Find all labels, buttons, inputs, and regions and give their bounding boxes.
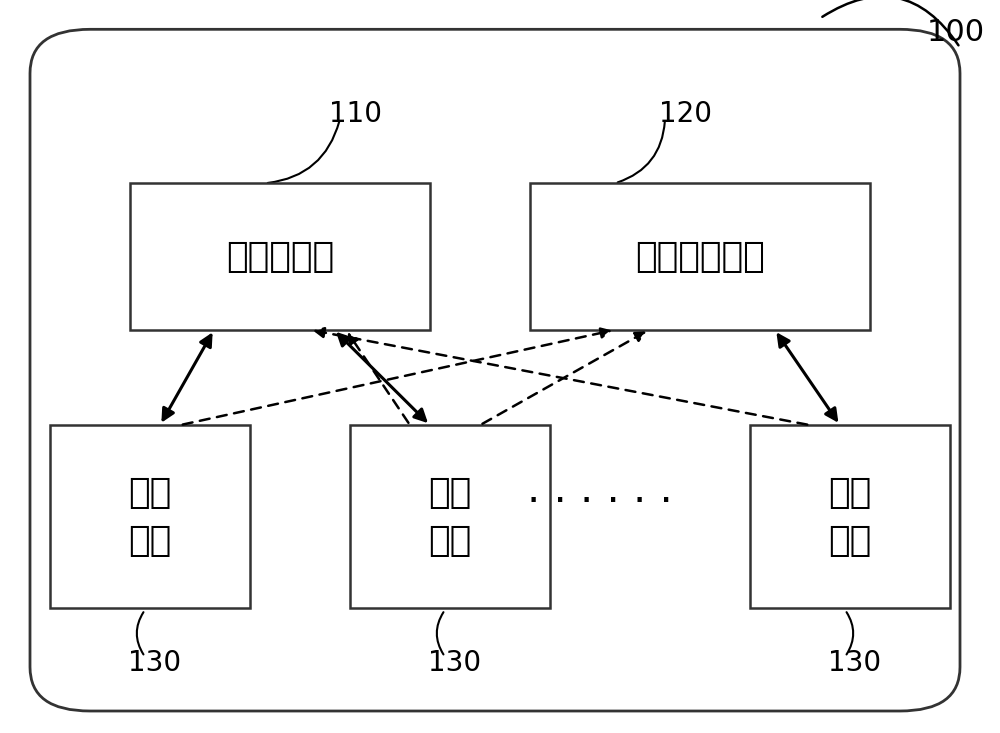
FancyArrowPatch shape [847, 612, 853, 655]
FancyArrowPatch shape [268, 122, 339, 183]
Text: 存储
集群: 存储 集群 [428, 476, 472, 558]
Text: 110: 110 [328, 100, 382, 128]
FancyArrowPatch shape [778, 335, 837, 420]
Text: 存储
集群: 存储 集群 [128, 476, 172, 558]
FancyArrowPatch shape [183, 328, 610, 424]
FancyBboxPatch shape [130, 183, 430, 330]
Text: · · · · · ·: · · · · · · [527, 481, 673, 523]
FancyArrowPatch shape [163, 335, 211, 420]
FancyArrowPatch shape [618, 122, 665, 183]
FancyBboxPatch shape [750, 425, 950, 608]
Text: 120: 120 [658, 100, 712, 128]
FancyBboxPatch shape [350, 425, 550, 608]
FancyArrowPatch shape [137, 612, 143, 655]
FancyBboxPatch shape [530, 183, 870, 330]
Text: 存储
集群: 存储 集群 [828, 476, 872, 558]
FancyBboxPatch shape [30, 29, 960, 711]
FancyArrowPatch shape [338, 334, 426, 421]
Text: 130: 130 [128, 649, 182, 677]
Text: 130: 130 [828, 649, 882, 677]
FancyArrowPatch shape [437, 612, 443, 655]
Text: 130: 130 [428, 649, 482, 677]
FancyArrowPatch shape [482, 333, 644, 424]
FancyArrowPatch shape [315, 328, 807, 424]
FancyArrowPatch shape [822, 0, 958, 45]
Text: 镜像服务组件: 镜像服务组件 [635, 240, 765, 273]
FancyArrowPatch shape [349, 334, 408, 423]
Text: 100: 100 [927, 18, 985, 48]
Text: 块存储组件: 块存储组件 [226, 240, 334, 273]
FancyBboxPatch shape [50, 425, 250, 608]
